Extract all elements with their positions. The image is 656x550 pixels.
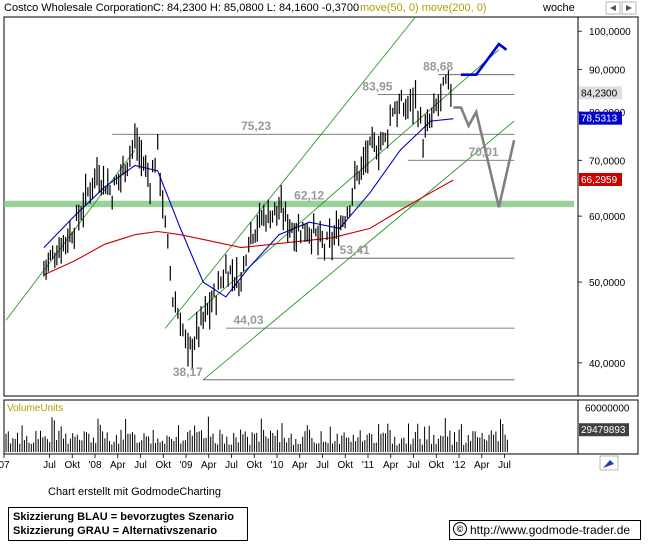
support-zone bbox=[4, 200, 574, 208]
volume-panel: VolumeUnits 60000000 29479893 bbox=[3, 399, 639, 455]
trend-channel-line bbox=[187, 49, 500, 321]
volume-panel-title: VolumeUnits bbox=[7, 403, 63, 414]
x-tick-label: Okt bbox=[64, 460, 80, 471]
x-tick-label: Apr bbox=[110, 460, 126, 471]
price-label-box bbox=[579, 86, 622, 100]
legend-blue-scenario: Skizzierung BLAU = bevorzugtes Szenario bbox=[13, 511, 234, 523]
y-tick-label: 100,0000 bbox=[589, 27, 631, 38]
source-url[interactable]: http://www.godmode-trader.de bbox=[470, 523, 631, 537]
x-tick-label: Jul bbox=[498, 460, 511, 471]
volume-tick-label: 60000000 bbox=[585, 404, 630, 415]
x-tick-label: Jul bbox=[225, 460, 238, 471]
y-tick-label: 40,0000 bbox=[589, 359, 626, 370]
scenario-legend: Skizzierung BLAU = bevorzugtes Szenario … bbox=[8, 507, 248, 541]
trend-channel-line bbox=[202, 120, 515, 381]
x-tick-label: '11 bbox=[362, 460, 375, 471]
price-label-box bbox=[579, 172, 622, 186]
level-annotation: 83,95 bbox=[362, 80, 392, 94]
copyright-icon: © bbox=[453, 522, 467, 536]
time-axis: 07 Jul Okt '08 Apr Jul Okt '09 Apr Jul Okt '10 Apr Ju… bbox=[0, 453, 578, 471]
level-annotation: 62,12 bbox=[294, 189, 324, 203]
level-annotation: 53,41 bbox=[340, 243, 370, 257]
ma200-line bbox=[43, 179, 454, 276]
arrow-right-icon bbox=[626, 5, 632, 11]
interval-label: woche bbox=[542, 2, 575, 14]
legend-grey-scenario: Skizzierung GRAU = Alternativszenario bbox=[13, 525, 218, 537]
x-tick-label: Jul bbox=[43, 460, 56, 471]
x-tick-label: '08 bbox=[88, 460, 101, 471]
x-tick-label: Jul bbox=[407, 460, 420, 471]
x-tick-label: Okt bbox=[246, 460, 262, 471]
ma50-line bbox=[43, 118, 454, 298]
pencil-icon bbox=[603, 460, 614, 468]
level-annotation: 44,03 bbox=[234, 313, 264, 327]
x-tick-label: Apr bbox=[201, 460, 217, 471]
y-tick-label: 60,0000 bbox=[589, 212, 626, 223]
y-tick-label: 50,0000 bbox=[589, 278, 626, 289]
price-label: 78,5313 bbox=[581, 114, 618, 125]
x-tick-label: '09 bbox=[179, 460, 192, 471]
price-panel: 88,68 83,95 75,23 70,01 62,12 53,41 44,03 38,17… bbox=[3, 16, 639, 397]
x-tick-label: Apr bbox=[383, 460, 399, 471]
price-axis bbox=[577, 16, 639, 397]
price-label: 84,2300 bbox=[581, 88, 618, 99]
x-tick-label: Okt bbox=[428, 460, 444, 471]
level-annotation: 75,23 bbox=[241, 119, 271, 133]
scroll-arrows[interactable] bbox=[605, 1, 637, 15]
x-tick-label: Apr bbox=[474, 460, 490, 471]
y-tick-label: 90,0000 bbox=[589, 65, 626, 76]
source-link[interactable]: © http://www.godmode-trader.de bbox=[449, 520, 641, 540]
level-annotation: 38,17 bbox=[173, 365, 203, 379]
x-tick-label: '12 bbox=[452, 460, 465, 471]
x-tick-label: Jul bbox=[316, 460, 329, 471]
alternative-scenario-path bbox=[453, 106, 516, 208]
x-tick-label: Okt bbox=[337, 460, 353, 471]
volume-label-box bbox=[579, 423, 629, 437]
moving-average-labels: move(50, 0) move(200, 0) bbox=[360, 2, 487, 14]
x-tick-label: '10 bbox=[270, 460, 283, 471]
arrow-left-icon bbox=[610, 5, 616, 11]
preferred-scenario-path bbox=[461, 42, 508, 76]
x-tick-label: Okt bbox=[155, 460, 171, 471]
chart-toolbar[interactable] bbox=[599, 455, 619, 471]
volume-label: 29479893 bbox=[581, 425, 626, 436]
price-label-box bbox=[579, 111, 622, 125]
level-annotation: 70,01 bbox=[469, 145, 499, 159]
level-annotation: 88,68 bbox=[423, 60, 453, 74]
x-tick-label: Jul bbox=[134, 460, 147, 471]
x-tick-label: 07 bbox=[0, 460, 10, 471]
trend-channel-line bbox=[164, 16, 416, 329]
y-tick-label: 70,0000 bbox=[589, 156, 626, 167]
chart-credit: Chart erstellt mit GodmodeCharting bbox=[48, 486, 222, 498]
quote-line: C: 84,2300 H: 85,0800 L: 84,1600 -0,3700 bbox=[153, 2, 359, 14]
chart-title: Costco Wholesale Corporation bbox=[4, 2, 153, 14]
x-tick-label: Apr bbox=[292, 460, 308, 471]
price-label: 66,2959 bbox=[581, 175, 618, 186]
